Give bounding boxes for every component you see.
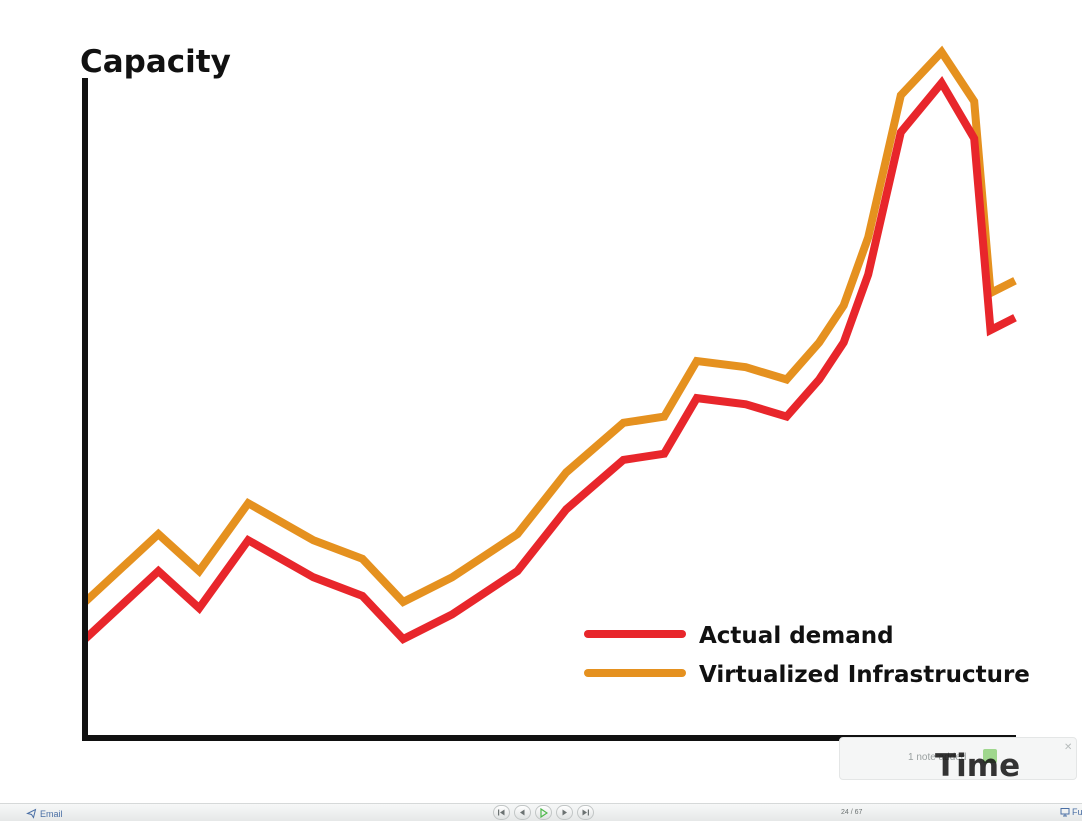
slide-navigation (493, 805, 594, 820)
close-icon[interactable]: ✕ (1064, 742, 1073, 753)
bottom-toolbar: Email (0, 803, 1082, 821)
y-axis-title: Capacity (80, 44, 231, 80)
fullscreen-button[interactable]: Fu (1060, 807, 1082, 817)
check-icon (983, 749, 997, 763)
page-counter: 24 / 67 (841, 809, 863, 816)
play-button[interactable] (535, 805, 552, 820)
fullscreen-icon (1060, 808, 1070, 817)
email-icon (26, 808, 37, 819)
previous-slide-button[interactable] (514, 805, 531, 820)
fullscreen-label: Fu (1072, 807, 1082, 817)
series-line-virtualized-infrastructure (82, 45, 1017, 607)
next-slide-icon (562, 809, 567, 816)
play-icon (540, 807, 548, 818)
previous-slide-icon (520, 809, 525, 816)
note-added-popup[interactable]: 1 note added ✕ (839, 737, 1077, 780)
last-slide-button[interactable] (577, 805, 594, 820)
last-slide-icon (582, 809, 589, 816)
legend-label-actual-demand: Actual demand (699, 623, 894, 649)
note-added-text: 1 note added (908, 752, 967, 763)
first-slide-button[interactable] (493, 805, 510, 820)
legend-label-virtualized-infrastructure: Virtualized Infrastructure (699, 662, 1030, 688)
slide-canvas: Capacity Actual demand Virtualized Infra… (80, 44, 1030, 741)
email-label: Email (40, 808, 63, 819)
chart-lines (82, 45, 1017, 645)
first-slide-icon (498, 809, 505, 816)
email-button[interactable]: Email (26, 807, 63, 820)
next-slide-button[interactable] (556, 805, 573, 820)
series-line-actual-demand (82, 75, 1017, 645)
